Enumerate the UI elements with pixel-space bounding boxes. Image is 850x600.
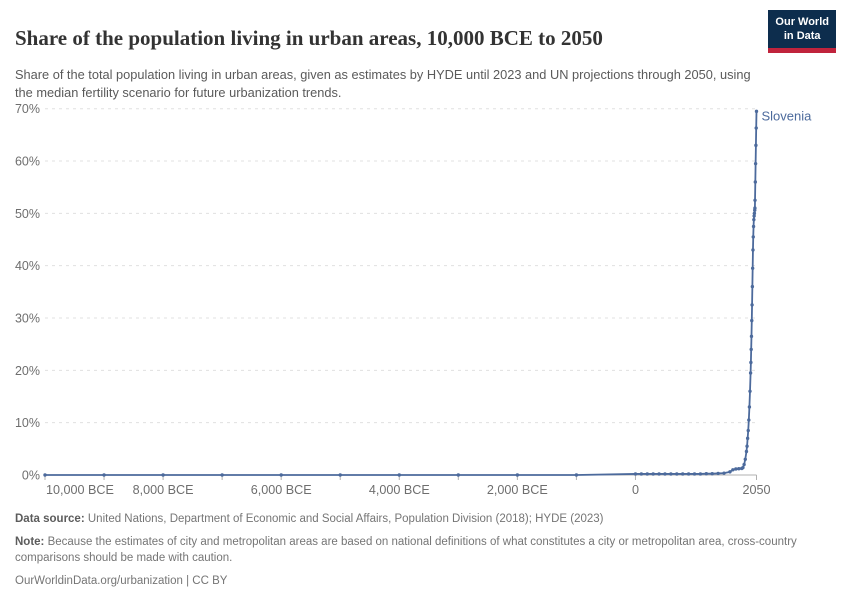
data-point	[753, 198, 757, 202]
x-tick-label: 4,000 BCE	[369, 483, 430, 497]
data-point	[745, 444, 749, 448]
y-tick-label: 10%	[15, 416, 40, 430]
note-label: Note:	[15, 535, 45, 548]
owid-logo[interactable]: Our World in Data	[768, 10, 836, 53]
data-point	[748, 371, 753, 375]
data-point	[749, 347, 753, 352]
note-text: Because the estimates of city and metrop…	[15, 535, 797, 565]
data-point	[754, 126, 758, 130]
data-point	[279, 473, 283, 477]
data-point	[43, 473, 47, 477]
data-source-label: Data source:	[15, 513, 85, 525]
data-point	[657, 472, 661, 476]
data-point	[751, 248, 755, 252]
data-point	[633, 472, 638, 476]
data-point	[746, 428, 750, 433]
series-line[interactable]	[44, 110, 758, 476]
owid-logo-line1: Our World	[775, 16, 829, 28]
data-point	[731, 468, 735, 472]
owid-logo-line2: in Data	[783, 29, 821, 42]
y-tick-label: 30%	[15, 312, 40, 326]
y-tick-label: 20%	[15, 364, 40, 378]
data-point	[397, 473, 401, 477]
data-point	[710, 471, 714, 476]
data-point	[161, 473, 165, 477]
data-point	[745, 436, 750, 441]
data-point	[752, 214, 756, 218]
data-point	[750, 266, 755, 270]
chart-area: 0% 10% 20% 30% 40% 50% 60% 70% 10,000 BCE 8,000 B…	[0, 95, 850, 507]
data-point	[752, 217, 756, 222]
data-point	[680, 472, 685, 476]
x-tick-label: 8,000 BCE	[133, 483, 194, 497]
data-point	[750, 318, 754, 323]
data-point	[728, 470, 732, 474]
data-point	[751, 235, 755, 239]
data-point	[744, 449, 749, 454]
data-point	[754, 109, 759, 114]
data-source-line: Data source: United Nations, Department …	[15, 511, 837, 528]
data-point	[742, 462, 746, 467]
data-point	[574, 473, 579, 477]
data-point	[669, 472, 673, 476]
data-point	[663, 472, 667, 476]
data-point	[741, 465, 745, 470]
chart-footer: Data source: United Nations, Department …	[15, 511, 837, 596]
data-point	[750, 303, 754, 307]
y-tick-label: 60%	[15, 155, 40, 169]
page-title: Share of the population living in urban …	[15, 26, 603, 51]
x-tick-label: 10,000 BCE	[46, 483, 114, 497]
data-point	[747, 405, 752, 409]
data-point	[686, 472, 691, 476]
data-point	[639, 472, 644, 476]
note-line: Note: Because the estimates of city and …	[15, 534, 837, 567]
data-point	[752, 211, 757, 216]
data-point	[743, 457, 747, 461]
x-tick-label: 6,000 BCE	[251, 483, 312, 497]
entity-label[interactable]: Slovenia	[762, 108, 813, 123]
data-point	[716, 471, 720, 476]
data-source-text: United Nations, Department of Economic a…	[87, 513, 604, 525]
data-point	[750, 284, 755, 289]
chart-subtitle: Share of the total population living in …	[15, 66, 751, 100]
data-point	[754, 143, 758, 148]
data-point	[698, 472, 703, 476]
y-tick-label: 0%	[22, 469, 40, 483]
data-point	[734, 467, 738, 471]
data-point	[645, 472, 649, 476]
data-point	[675, 472, 679, 476]
data-point	[722, 471, 726, 475]
data-point	[753, 180, 758, 184]
license-text: | CC BY	[186, 575, 228, 588]
data-point	[751, 224, 756, 229]
data-point	[737, 467, 741, 471]
urbanization-line-chart: 0% 10% 20% 30% 40% 50% 60% 70% 10,000 BCE 8,000 B…	[15, 102, 813, 497]
data-point	[747, 418, 751, 422]
data-point	[651, 472, 655, 476]
data-point	[102, 473, 106, 477]
data-point	[749, 360, 753, 365]
x-tick-label: 0	[632, 483, 639, 497]
data-point	[456, 473, 461, 477]
data-point	[753, 206, 757, 210]
x-tick-label: 2,000 BCE	[487, 483, 548, 497]
y-tick-label: 50%	[15, 207, 40, 221]
y-tick-label: 40%	[15, 259, 40, 273]
data-point	[704, 471, 709, 476]
data-point	[692, 472, 697, 476]
data-point	[753, 161, 758, 166]
x-tick-label: 2050	[742, 483, 770, 497]
data-point	[338, 473, 342, 477]
attribution-line: OurWorldinData.org/urbanization | CC BY	[15, 573, 837, 590]
data-point	[748, 389, 752, 393]
data-point	[749, 334, 754, 339]
series-slovenia[interactable]	[43, 109, 759, 477]
data-point	[515, 473, 520, 477]
owid-url-link[interactable]: OurWorldinData.org/urbanization	[15, 575, 183, 588]
data-point	[220, 473, 224, 477]
y-tick-label: 70%	[15, 102, 40, 116]
